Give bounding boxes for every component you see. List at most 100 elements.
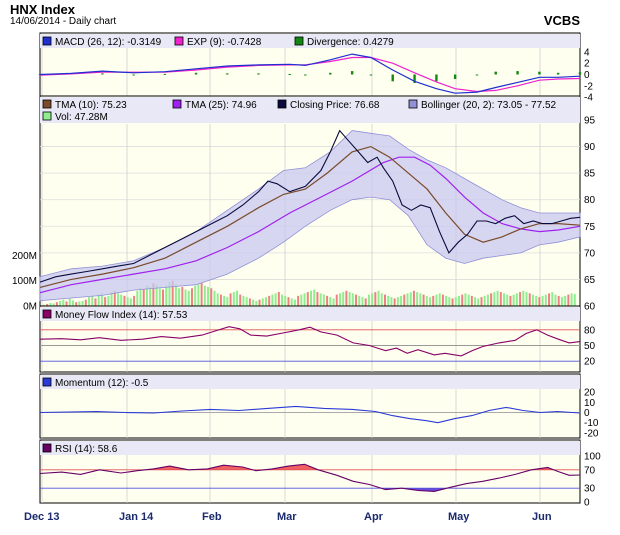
price-tick: 75 (584, 222, 596, 233)
volume-bar (531, 294, 534, 306)
volume-bar (541, 295, 544, 306)
volume-bar (345, 290, 348, 306)
divergence-bar (194, 72, 198, 75)
volume-bar (174, 284, 177, 306)
volume-bar (351, 293, 354, 306)
volume-bar (277, 292, 280, 306)
legend-swatch (42, 377, 52, 387)
volume-bar (145, 285, 148, 306)
volume-bar (126, 297, 129, 306)
volume-bar (499, 292, 502, 306)
volume-bar (371, 293, 374, 306)
volume-bar (284, 295, 287, 306)
volume-bar (538, 297, 541, 306)
x-tick-label: Mar (277, 511, 297, 523)
tma25-line (39, 156, 581, 294)
rsi-tick: 30 (584, 484, 596, 495)
legend-label: EXP (9): -0.7428 (187, 37, 262, 48)
divergence-bar (329, 72, 332, 75)
divergence-bar (391, 74, 394, 82)
legend-bg (40, 97, 580, 123)
volume-bar (52, 303, 55, 306)
volume-bar (229, 293, 232, 306)
volume-bar (100, 293, 103, 306)
volume-bar (400, 295, 403, 306)
volume-bar (55, 302, 58, 306)
volume-bar (432, 295, 435, 306)
volume-bar (190, 288, 193, 306)
legend-label: TMA (25): 74.96 (185, 100, 257, 111)
volume-bar (62, 299, 65, 306)
legend-swatch (277, 99, 287, 109)
x-tick-label: Jun (532, 511, 552, 523)
volume-bar (110, 292, 113, 306)
volume-bar (335, 294, 338, 306)
legend-label: RSI (14): 58.6 (55, 444, 118, 455)
divergence-bar (516, 71, 519, 75)
volume-bar (393, 298, 396, 306)
volume-bar (490, 293, 493, 306)
volume-bar (419, 293, 422, 306)
volume-bar (91, 295, 94, 306)
volume-bar (316, 292, 319, 306)
volume-bar (75, 302, 78, 306)
volume-bar (113, 290, 116, 306)
volume-bar (287, 297, 290, 306)
volume-bar (200, 283, 203, 306)
volume-bar (223, 295, 226, 306)
volume-bar (570, 293, 573, 306)
volume-bar (451, 298, 454, 306)
volume-bar (522, 290, 525, 306)
volume-bar (483, 295, 486, 306)
volume-bar (506, 294, 509, 306)
volume-bar (567, 294, 570, 306)
legend-swatch (174, 36, 184, 46)
volume-bar (560, 297, 563, 306)
volume-bar (477, 298, 480, 306)
volume-bar (509, 295, 512, 306)
volume-bar (548, 293, 551, 306)
volume-bar (226, 297, 229, 306)
rsi-tick: 70 (584, 465, 596, 476)
volume-bar (380, 293, 383, 306)
volume-bar (422, 294, 425, 306)
divergence-bar (556, 72, 560, 75)
volume-bar (49, 302, 52, 306)
volume-bar (512, 294, 515, 306)
volume-bar (65, 301, 68, 306)
volume-bar (390, 297, 393, 306)
divergence-bar (578, 72, 582, 75)
volume-bar (454, 297, 457, 306)
momentum-tick: 0 (584, 408, 590, 419)
price-tick: 70 (584, 248, 596, 259)
chart-subtitle: 14/06/2014 - Daily chart (10, 16, 117, 27)
divergence-bar (369, 74, 373, 76)
volume-bar (133, 295, 136, 306)
volume-bar (158, 288, 161, 306)
macd-line (39, 53, 581, 94)
volume-bar (374, 292, 377, 306)
x-tick-label: Jan 14 (119, 511, 154, 523)
volume-bar (416, 292, 419, 306)
volume-bar (181, 287, 184, 306)
legend-swatch (42, 36, 52, 46)
tma10-line (39, 145, 581, 288)
volume-bar (71, 300, 74, 306)
macd-tick: -2 (584, 81, 593, 92)
legend-swatch (294, 36, 304, 46)
volume-bar (313, 289, 316, 306)
divergence-bar (257, 73, 260, 75)
legend-label: Momentum (12): -0.5 (55, 378, 149, 389)
volume-bar (326, 295, 329, 306)
volume-bar (213, 290, 216, 306)
price-tick: 95 (584, 116, 596, 127)
volume-bar (396, 297, 399, 306)
volume-bar (361, 297, 364, 306)
volume-bar (409, 292, 412, 306)
volume-bar (496, 290, 499, 306)
volume-bar (503, 293, 506, 306)
legend-label: Bollinger (20, 2): 73.05 - 77.52 (421, 100, 557, 111)
volume-bar (139, 288, 142, 306)
volume-bar (435, 294, 438, 306)
